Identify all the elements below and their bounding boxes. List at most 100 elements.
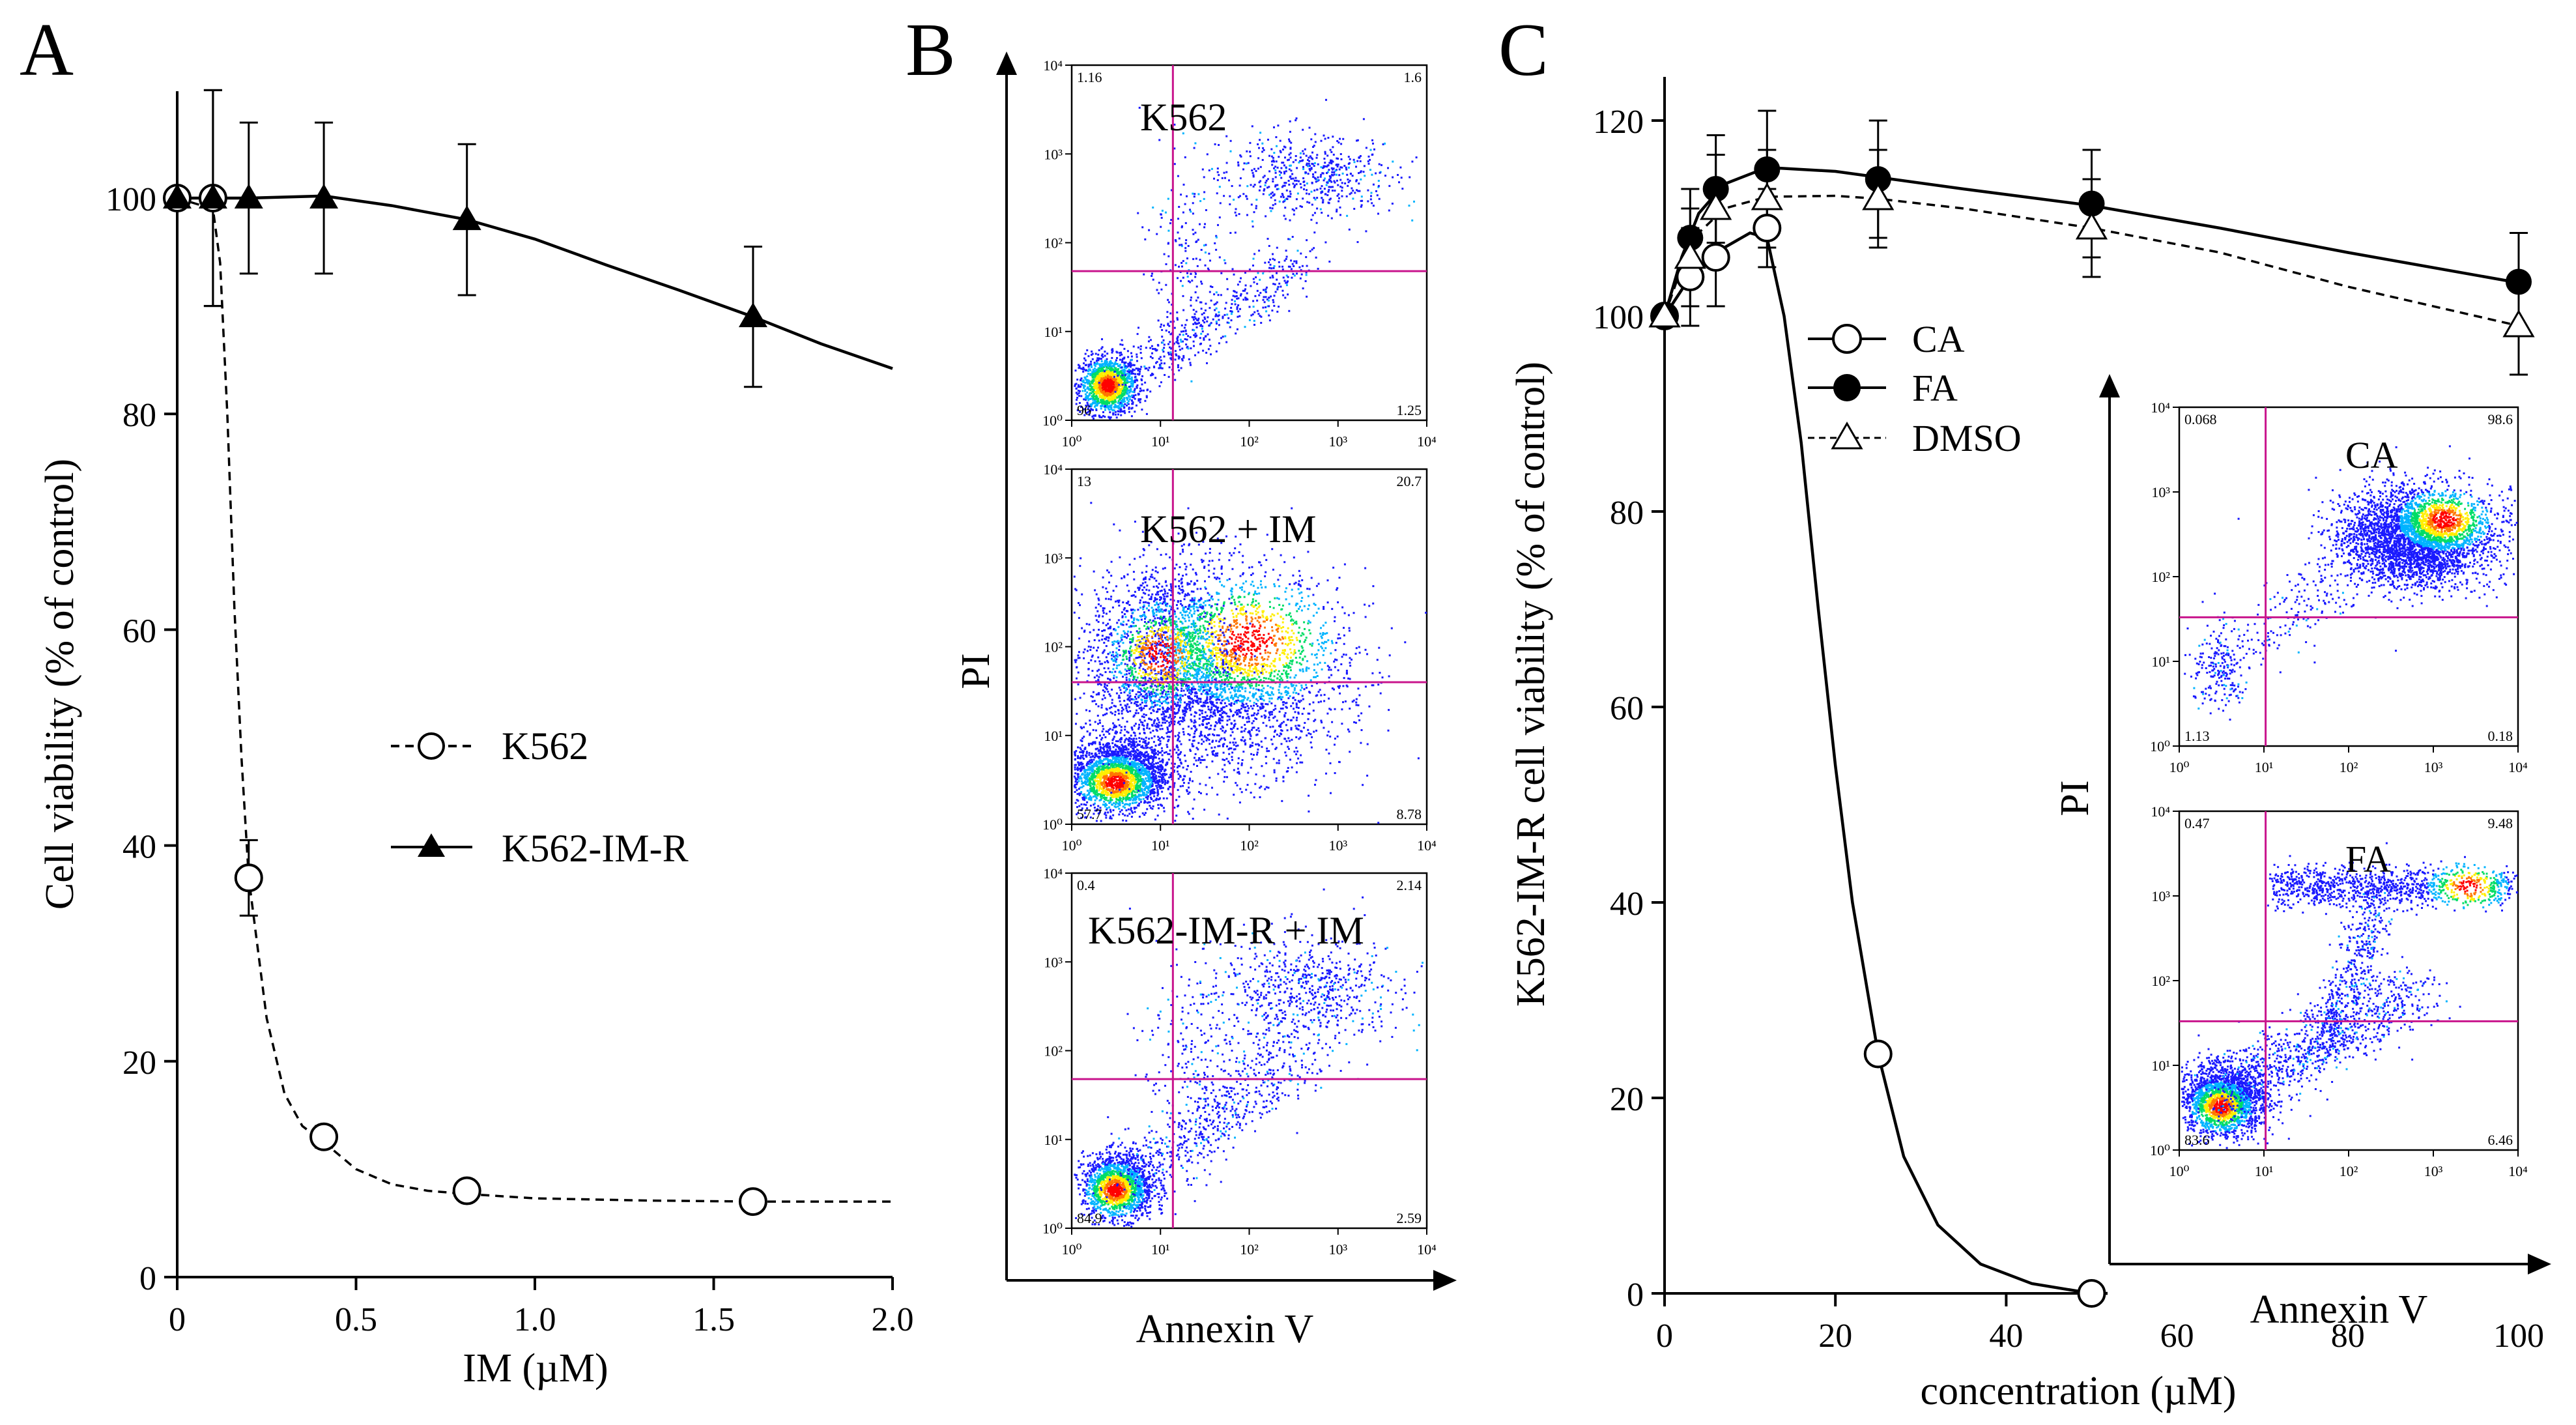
flow-event: [1215, 350, 1218, 353]
flow-event: [1274, 283, 1276, 285]
flow-event: [1075, 750, 1078, 753]
flow-event: [1226, 321, 1229, 324]
flow-event: [1173, 163, 1176, 166]
flow-event: [1193, 345, 1195, 347]
flow-event: [1375, 190, 1377, 192]
x-tick-label: 0.5: [335, 1301, 377, 1338]
flow-event: [1102, 377, 1105, 379]
flow-event: [1117, 368, 1119, 371]
flow-event: [1221, 177, 1224, 179]
flow-y-tick-label: 10¹: [1044, 324, 1063, 340]
flow-event: [1204, 309, 1207, 311]
flow-event: [1085, 397, 1088, 399]
flow-event: [1082, 751, 1084, 754]
flow-event: [1185, 262, 1188, 265]
flow-event: [1268, 314, 1270, 317]
flow-event: [1121, 377, 1123, 379]
flow-event: [1122, 400, 1124, 403]
flow-event: [1110, 372, 1113, 375]
flow-event: [1174, 350, 1177, 353]
flow-event: [1103, 748, 1105, 751]
flow-event: [1348, 228, 1351, 231]
flow-event: [1229, 195, 1231, 197]
flow-event: [1102, 734, 1105, 736]
flow-event: [1104, 382, 1107, 384]
flow-event: [1100, 391, 1103, 394]
flow-event: [1151, 807, 1154, 810]
flow-event: [1121, 789, 1124, 792]
flow-event: [1083, 408, 1085, 410]
flow-event: [1372, 142, 1374, 145]
flow-event: [1182, 782, 1185, 784]
flow-event: [1288, 309, 1291, 312]
flow-event: [1358, 172, 1360, 175]
flow-event: [1364, 175, 1366, 177]
flow-event: [1194, 193, 1196, 195]
flow-event: [1089, 784, 1092, 787]
flow-event: [1182, 309, 1185, 311]
flow-event: [1165, 751, 1167, 753]
flow-event: [1100, 360, 1103, 362]
flow-event: [1302, 150, 1304, 152]
flow-event: [1190, 380, 1193, 382]
flow-event: [1112, 409, 1115, 411]
flow-event: [1093, 785, 1095, 788]
flow-event: [1098, 373, 1101, 375]
flow-event: [1178, 345, 1181, 348]
flow-event: [1220, 294, 1222, 296]
data-point-k562: [234, 863, 263, 893]
flow-event: [1095, 408, 1098, 410]
flow-event: [1216, 301, 1218, 304]
flow-event: [1328, 162, 1331, 164]
legend-k562imr-label: K562-IM-R: [502, 827, 689, 870]
flow-event: [1111, 395, 1114, 397]
flow-event: [1102, 414, 1104, 417]
flow-event: [1258, 250, 1261, 252]
flow-event: [1306, 192, 1308, 195]
flow-event: [1167, 323, 1169, 325]
x-tick-label: 2.0: [872, 1301, 914, 1338]
flow-event: [1363, 165, 1366, 167]
flow-event: [1218, 324, 1220, 326]
flow-event: [1276, 188, 1278, 190]
flow-event: [1282, 201, 1285, 203]
flow-event: [1371, 173, 1373, 176]
flow-event: [1101, 792, 1104, 794]
flow-event: [1249, 151, 1251, 153]
flow-event: [1093, 383, 1095, 386]
flow-event: [1100, 358, 1102, 360]
flow-event: [1099, 765, 1102, 768]
flow-event: [1111, 393, 1113, 396]
flow-event: [1128, 394, 1130, 397]
flow-event: [1205, 335, 1207, 338]
flow-event: [1126, 398, 1128, 401]
flow-event: [1354, 192, 1356, 194]
flow-event: [1135, 741, 1138, 743]
flow-event: [1121, 785, 1124, 788]
flow-event: [1111, 763, 1113, 766]
flow-event: [1218, 311, 1220, 313]
flow-event: [1272, 276, 1274, 279]
flow-event: [1104, 351, 1106, 353]
flow-event: [1331, 190, 1334, 192]
flow-event: [1259, 185, 1262, 188]
flow-plot-title: K562: [1140, 96, 1227, 139]
flow-event: [1121, 402, 1123, 405]
flow-event: [1182, 784, 1184, 787]
flow-event: [1102, 356, 1104, 358]
flow-event: [1338, 197, 1340, 199]
flow-x-tick-label: 10³: [1328, 837, 1347, 854]
flow-event: [1093, 378, 1096, 381]
flow-event: [1296, 250, 1299, 252]
flow-event: [1143, 801, 1145, 804]
flow-event: [1206, 153, 1209, 156]
flow-event: [1339, 206, 1341, 209]
flow-event: [1098, 799, 1101, 801]
flow-event: [1240, 277, 1242, 280]
flow-event: [1127, 403, 1130, 405]
flow-event: [1371, 202, 1373, 205]
flow-event: [1099, 776, 1102, 779]
flow-event: [1100, 788, 1103, 790]
flow-event: [1245, 297, 1248, 300]
flow-event: [1324, 151, 1326, 153]
